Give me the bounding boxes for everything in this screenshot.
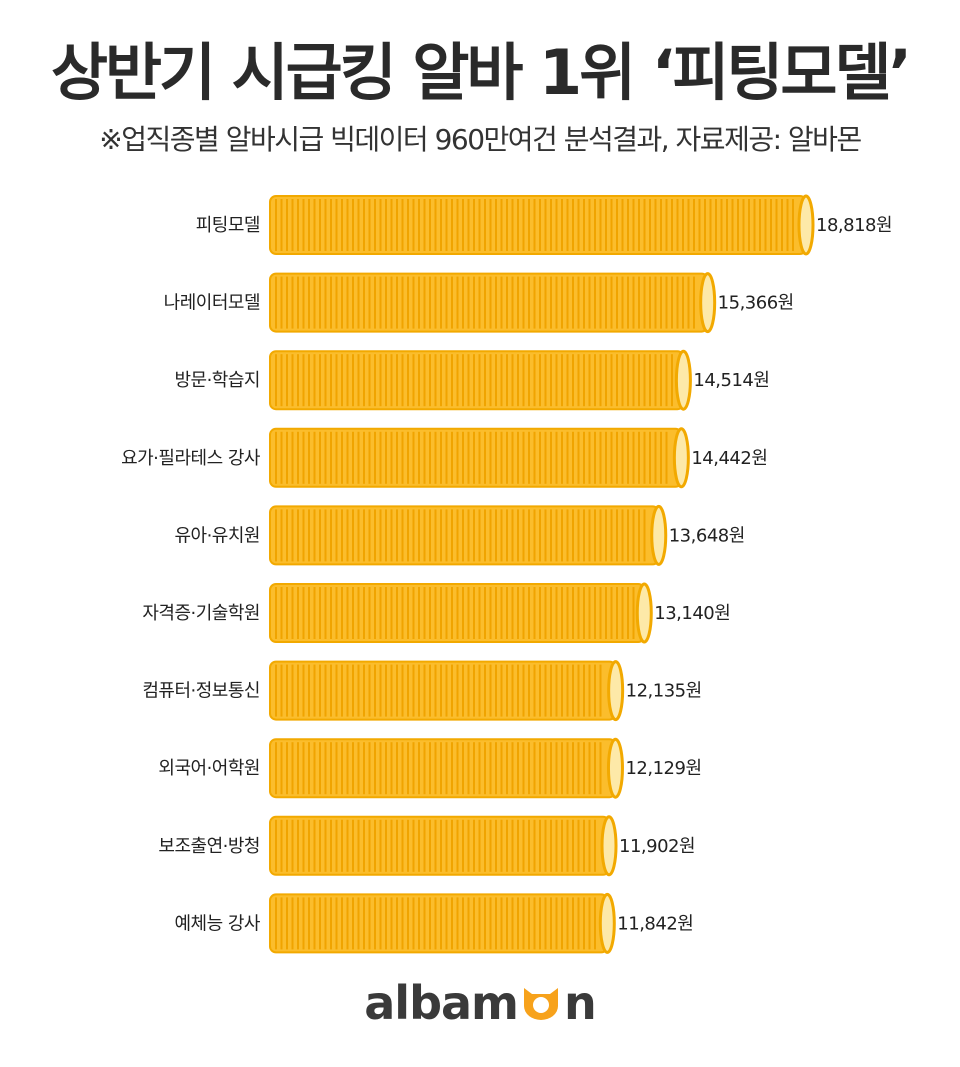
coin-face	[635, 582, 653, 644]
albamon-logo: albam n	[0, 980, 960, 1026]
logo-text-prefix: albam	[364, 976, 519, 1030]
page-subtitle: ※업직종별 알바시급 빅데이터 960만여건 분석결과, 자료제공: 알바몬	[99, 123, 862, 156]
bar-group	[269, 582, 653, 644]
coin-face	[672, 427, 690, 489]
value-label: 13,140원	[654, 603, 730, 624]
coin-face	[674, 349, 692, 411]
bar-group	[269, 504, 668, 566]
bar-group	[269, 272, 717, 334]
category-label: 보조출연·방청	[158, 836, 260, 857]
coin-ridges	[275, 587, 635, 639]
coin-ridges	[275, 819, 596, 872]
coin-bar	[269, 350, 685, 411]
bar-group	[269, 660, 625, 722]
coin-bar	[269, 738, 617, 799]
bar-group	[269, 427, 690, 489]
category-label: 예체능 강사	[174, 913, 260, 934]
coin-ridges	[275, 354, 673, 407]
coin-face	[598, 892, 616, 954]
value-label: 12,129원	[625, 758, 701, 779]
bar-group	[269, 737, 624, 799]
coin-bar	[269, 660, 617, 721]
value-label: 11,842원	[617, 913, 693, 934]
category-label: 요가·필라테스 강사	[121, 448, 261, 469]
bar-group	[269, 892, 616, 954]
value-label: 14,442원	[691, 448, 767, 469]
coin-ridges	[275, 431, 668, 484]
bar-group	[269, 815, 618, 877]
coin-face	[600, 815, 618, 877]
value-label: 12,135원	[626, 681, 702, 702]
value-label: 13,648원	[669, 525, 745, 546]
category-label: 유아·유치원	[174, 525, 260, 546]
coin-ridges	[275, 199, 794, 251]
coin-face	[606, 737, 624, 799]
value-label: 14,514원	[693, 370, 769, 391]
coin-ridges	[275, 664, 602, 717]
category-label: 방문·학습지	[174, 370, 260, 391]
value-label: 11,902원	[619, 836, 695, 857]
category-label: 나레이터모델	[164, 293, 260, 314]
logo-cat-o-icon	[523, 988, 558, 1020]
coin-face	[797, 194, 815, 256]
coin-ridges	[275, 742, 602, 795]
category-label: 자격증·기술학원	[142, 603, 260, 624]
coin-ridges	[275, 897, 596, 950]
coin-face	[650, 504, 668, 566]
coin-ridges	[275, 276, 695, 329]
category-label: 외국어·어학원	[158, 758, 260, 779]
coin-ridges	[275, 509, 646, 562]
bar-group	[269, 194, 815, 256]
value-label: 18,818원	[816, 215, 892, 236]
logo-text-suffix: n	[563, 976, 597, 1030]
value-label: 15,366원	[718, 293, 794, 314]
page-title: 상반기 시급킹 알바 1위 ‘피팅모델’	[50, 36, 912, 109]
category-label: 피팅모델	[196, 215, 260, 236]
coin-face	[699, 272, 717, 334]
bar-group	[269, 349, 692, 411]
coin-bar	[269, 195, 807, 255]
coin-face	[607, 660, 625, 722]
category-label: 컴퓨터·정보통신	[142, 681, 260, 702]
